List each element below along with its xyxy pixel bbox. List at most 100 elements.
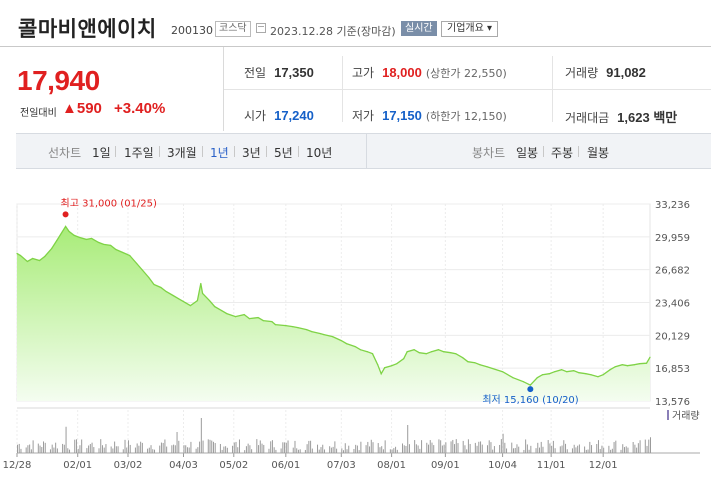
stat-label: 전일 <box>244 66 267 80</box>
data-point <box>645 362 648 364</box>
tab-candle-weekly[interactable]: 주봉 <box>551 146 574 160</box>
data-point <box>384 367 386 369</box>
data-point <box>437 349 440 351</box>
volume-bar <box>353 448 355 453</box>
volume-bar <box>648 439 650 453</box>
data-point <box>541 374 544 376</box>
volume-bar <box>407 425 409 453</box>
volume-bar <box>296 448 298 453</box>
volume-bar <box>369 446 371 453</box>
volume-bar <box>573 444 575 453</box>
low-annotation: 최저 15,160 (10/20) <box>482 394 578 406</box>
volume-bar <box>379 447 381 453</box>
tab-candle-daily[interactable]: 일봉 <box>516 146 539 160</box>
tab-period-5y[interactable]: 5년 <box>274 146 293 160</box>
tab-divider <box>234 146 235 157</box>
tab-period-1y[interactable]: 1년 <box>210 146 229 160</box>
volume-bar <box>528 449 530 453</box>
x-tick-label: 12/01 <box>589 460 618 471</box>
data-point <box>177 297 179 300</box>
data-point <box>153 283 155 286</box>
volume-bar <box>516 444 518 453</box>
stock-header: 콜마비앤에이치 200130 코스닥 2023.12.28 기준(장마감) 실시… <box>0 0 711 46</box>
price-chart: 33,236 29,959 26,682 23,406 20,129 16,853 13,5… <box>3 197 700 471</box>
volume-bar <box>575 447 577 453</box>
volume-bar <box>185 445 187 453</box>
volume-bar <box>445 442 447 453</box>
volume-bar <box>344 443 346 453</box>
realtime-button[interactable]: 실시간 <box>401 21 437 36</box>
volume-bar <box>299 449 301 453</box>
volume-bar <box>377 443 379 453</box>
stat-value: 17,350 <box>274 65 314 80</box>
corp-overview-dropdown[interactable]: 기업개요 ▾ <box>441 21 498 37</box>
data-point <box>566 371 568 373</box>
volume-bar <box>306 444 308 453</box>
tab-period-10y[interactable]: 10년 <box>306 146 333 160</box>
volume-bar <box>323 449 325 453</box>
y-tick-label: 13,576 <box>655 397 690 408</box>
volume-bar <box>370 439 372 453</box>
volume-bar <box>297 449 299 453</box>
data-point <box>371 353 374 355</box>
volume-bar <box>525 439 527 453</box>
x-tick-label: 10/04 <box>488 460 517 471</box>
volume-bar <box>417 445 419 453</box>
volume-bar <box>43 441 45 453</box>
volume-bar <box>101 445 103 453</box>
volume-bar <box>41 447 43 453</box>
stat-label: 시가 <box>244 109 267 123</box>
volume-bar <box>39 445 41 453</box>
volume-bar <box>547 440 549 453</box>
tab-divider <box>578 146 579 157</box>
volume-bar <box>310 440 312 453</box>
volume-bar <box>623 447 625 453</box>
data-point <box>234 315 237 318</box>
volume-bar <box>37 443 39 453</box>
volume-bar <box>141 442 143 453</box>
volume-bar <box>103 447 105 453</box>
volume-bar <box>549 443 551 453</box>
volume-bar <box>577 445 579 453</box>
volume-bar <box>650 437 651 453</box>
price-area <box>17 226 650 401</box>
tab-period-3y[interactable]: 3년 <box>242 146 261 160</box>
data-point <box>602 374 604 376</box>
stock-name: 콜마비앤에이치 <box>18 17 157 41</box>
data-point <box>323 334 325 336</box>
low-marker <box>527 386 534 393</box>
data-point <box>443 351 445 353</box>
volume-bar <box>589 441 591 453</box>
data-point <box>413 349 415 351</box>
volume-bar <box>127 440 129 453</box>
volume-bar <box>355 444 357 453</box>
data-point <box>56 239 58 242</box>
data-point <box>462 357 464 359</box>
volume-bar <box>348 445 350 453</box>
tab-period-3m[interactable]: 3개월 <box>167 146 197 160</box>
volume-legend-label: 거래량 <box>672 410 700 422</box>
stat-low: 저가 17,150 (하한가 12,150) <box>352 107 507 124</box>
data-point <box>501 371 504 373</box>
volume-bar <box>613 442 615 453</box>
volume-bar <box>443 444 445 453</box>
volume-bar <box>147 448 149 453</box>
x-tick-label: 12/28 <box>3 460 32 471</box>
volume-bar <box>154 449 156 453</box>
data-point <box>403 358 405 360</box>
data-point <box>64 225 67 228</box>
volume-bar <box>539 447 541 453</box>
data-point <box>214 305 216 308</box>
volume-bar <box>329 446 331 453</box>
volume-bar <box>79 445 81 453</box>
data-point <box>103 243 105 246</box>
data-point <box>467 361 469 363</box>
data-point <box>306 329 308 331</box>
volume-bar <box>518 446 520 453</box>
volume-bar <box>256 439 258 453</box>
volume-bar <box>311 448 313 453</box>
tab-candle-monthly[interactable]: 월봉 <box>587 146 610 160</box>
tab-period-1w[interactable]: 1주일 <box>124 146 154 160</box>
tab-period-1d[interactable]: 1일 <box>92 146 111 160</box>
volume-bar <box>30 449 32 453</box>
